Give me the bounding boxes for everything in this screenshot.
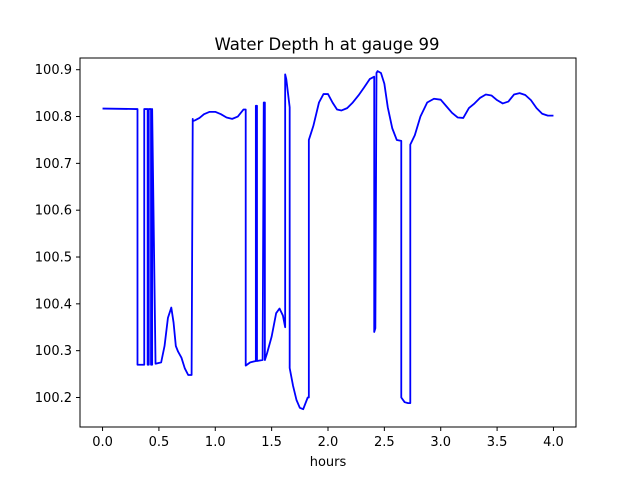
y-tick-label: 100.5 xyxy=(35,251,72,266)
series-line-water-depth xyxy=(102,70,554,411)
y-tick-label: 100.4 xyxy=(35,297,72,312)
x-tick-label: 0.0 xyxy=(92,435,113,450)
x-tick-label: 3.5 xyxy=(487,435,508,450)
y-axis-ticks: 100.2 100.3 100.4 100.5 100.6 100.7 100.8 100.9 xyxy=(35,63,80,406)
y-tick-label: 100.8 xyxy=(35,110,72,125)
y-tick-label: 100.3 xyxy=(35,344,72,359)
x-tick-label: 0.5 xyxy=(149,435,170,450)
x-tick-label: 1.0 xyxy=(205,435,226,450)
x-tick-label: 2.0 xyxy=(318,435,339,450)
x-tick-label: 4.0 xyxy=(543,435,564,450)
y-tick-label: 100.7 xyxy=(35,157,72,172)
y-tick-label: 100.6 xyxy=(35,204,72,219)
x-tick-label: 2.5 xyxy=(374,435,395,450)
x-axis-ticks: 0.0 0.5 1.0 1.5 2.0 2.5 3.0 3.5 4.0 xyxy=(92,427,564,450)
x-tick-label: 3.0 xyxy=(430,435,451,450)
series-layer xyxy=(102,70,554,411)
x-tick-label: 1.5 xyxy=(261,435,282,450)
y-tick-label: 100.9 xyxy=(35,63,72,78)
plot-frame xyxy=(79,57,577,428)
x-axis-label: hours xyxy=(310,455,347,470)
y-tick-label: 100.2 xyxy=(35,391,72,406)
chart-title: Water Depth h at gauge 99 xyxy=(215,35,440,54)
